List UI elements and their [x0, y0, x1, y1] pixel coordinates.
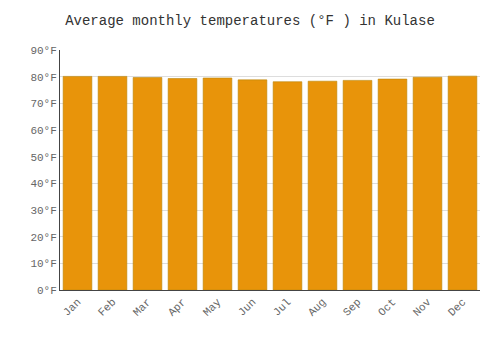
svg-text:Average monthly temperatures (: Average monthly temperatures (°F ) in Ku…	[65, 13, 435, 29]
svg-text:Jun: Jun	[236, 296, 258, 318]
svg-text:20°F: 20°F	[30, 232, 56, 244]
svg-text:Apr: Apr	[166, 296, 188, 318]
svg-text:80°F: 80°F	[30, 72, 56, 84]
svg-text:Jan: Jan	[61, 296, 83, 318]
svg-text:40°F: 40°F	[30, 178, 56, 190]
svg-text:Sep: Sep	[341, 296, 363, 318]
svg-text:30°F: 30°F	[30, 205, 56, 217]
svg-text:Aug: Aug	[306, 296, 328, 318]
svg-text:Feb: Feb	[96, 296, 118, 318]
svg-text:Oct: Oct	[376, 296, 398, 318]
svg-text:Dec: Dec	[446, 296, 468, 318]
svg-text:0°F: 0°F	[37, 285, 57, 297]
svg-text:70°F: 70°F	[30, 98, 56, 110]
svg-text:10°F: 10°F	[30, 258, 56, 270]
svg-text:May: May	[201, 296, 224, 319]
svg-text:90°F: 90°F	[30, 45, 56, 57]
svg-text:60°F: 60°F	[30, 125, 56, 137]
svg-text:Mar: Mar	[131, 296, 153, 318]
svg-text:Nov: Nov	[411, 296, 434, 319]
svg-text:50°F: 50°F	[30, 152, 56, 164]
svg-text:Jul: Jul	[271, 296, 293, 318]
